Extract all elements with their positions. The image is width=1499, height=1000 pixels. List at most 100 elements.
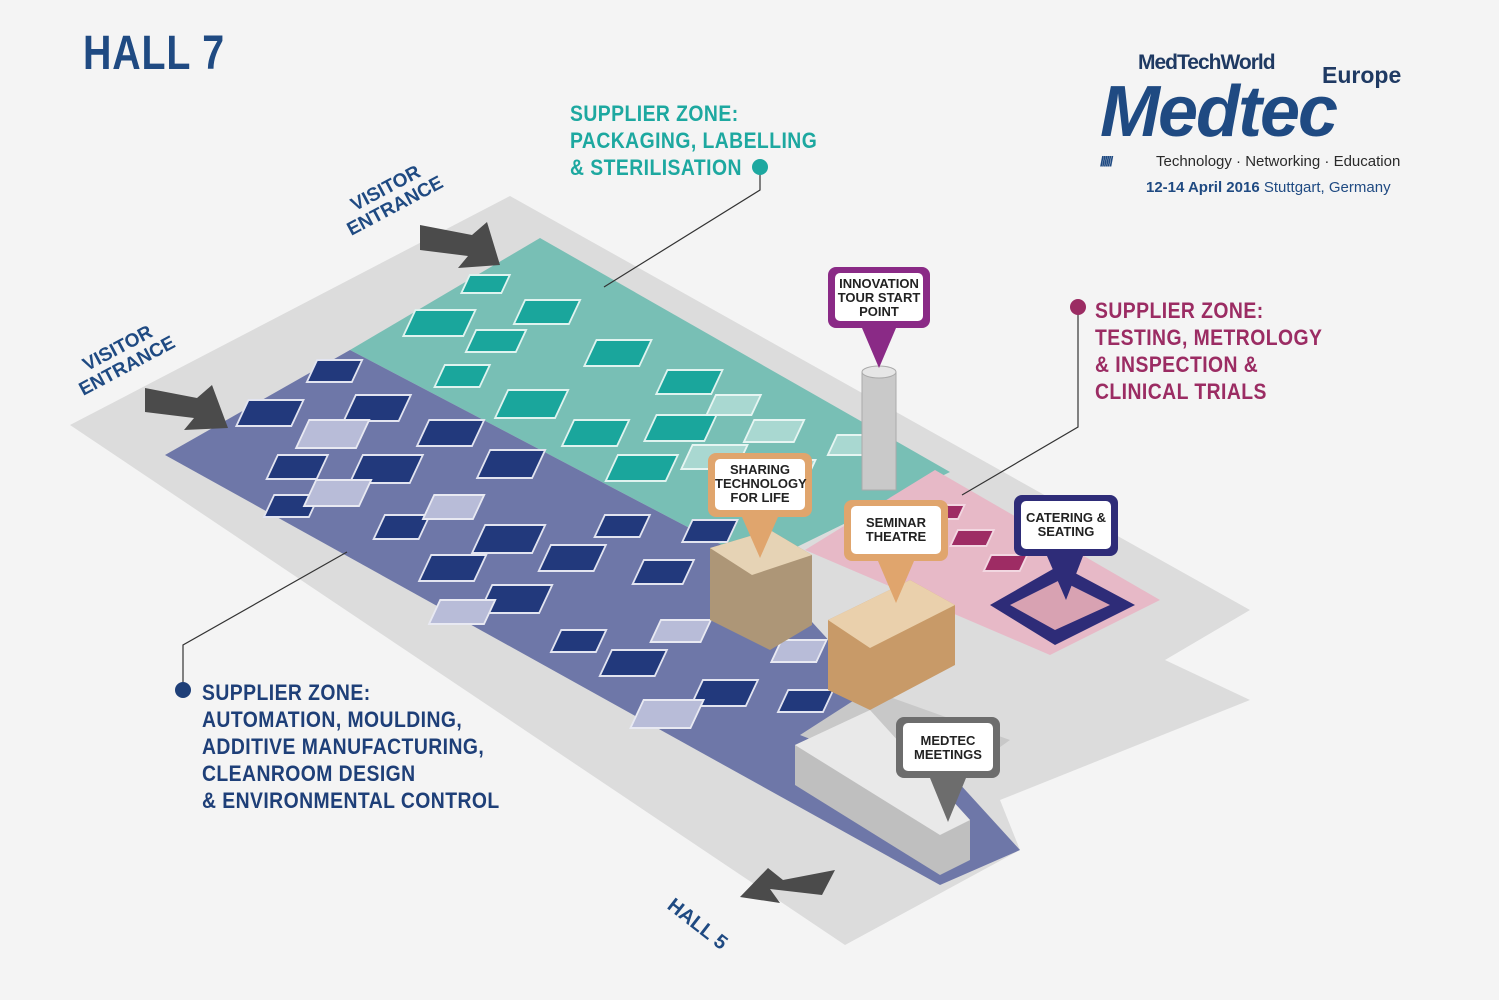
zone-line: ADDITIVE MANUFACTURING, bbox=[202, 734, 485, 759]
catering-seating-inner bbox=[1010, 580, 1110, 630]
leader-packaging bbox=[603, 168, 761, 288]
zone-line: SUPPLIER ZONE: bbox=[202, 680, 371, 705]
zone-line: CLINICAL TRIALS bbox=[1095, 379, 1267, 404]
callout-line: SEATING bbox=[1037, 524, 1095, 539]
zone-line: & STERILISATION bbox=[570, 155, 742, 180]
booth bbox=[537, 544, 608, 572]
zone-label-testing: SUPPLIER ZONE: TESTING, METROLOGY & INSP… bbox=[1095, 297, 1322, 405]
callout-catering: CATERING & SEATING bbox=[1021, 511, 1111, 539]
booth bbox=[470, 524, 547, 554]
booth bbox=[421, 494, 486, 520]
logo-name: Medtec bbox=[1100, 72, 1338, 152]
booth bbox=[549, 629, 608, 653]
booth bbox=[433, 364, 492, 388]
zone-line: SUPPLIER ZONE: bbox=[1095, 298, 1264, 323]
arrow-left-entrance bbox=[145, 385, 228, 430]
logo-tagline: Technology · Networking · Education bbox=[1156, 153, 1401, 170]
leader-automation bbox=[182, 551, 348, 690]
booth bbox=[705, 394, 763, 416]
booth bbox=[680, 519, 739, 543]
booth bbox=[982, 554, 1029, 572]
booth bbox=[372, 514, 432, 540]
booth bbox=[649, 619, 713, 643]
booth bbox=[265, 454, 330, 480]
arrow-hall5 bbox=[740, 868, 835, 903]
pin-meetings bbox=[896, 717, 1000, 822]
booth bbox=[948, 529, 996, 547]
pin-innovation bbox=[828, 267, 930, 368]
callout-seminar: SEMINAR THEATRE bbox=[851, 516, 941, 544]
dot-packaging bbox=[752, 159, 768, 175]
logo-date: 12-14 April 2016 Stuttgart, Germany bbox=[1146, 180, 1391, 195]
booth bbox=[631, 559, 696, 585]
booth bbox=[629, 699, 706, 729]
booth bbox=[654, 369, 724, 395]
callout-line: CATERING & bbox=[1026, 510, 1106, 525]
callout-line: INNOVATION bbox=[839, 276, 919, 291]
dot-testing bbox=[1070, 299, 1086, 315]
dot-automation bbox=[175, 682, 191, 698]
booth bbox=[417, 554, 488, 582]
pin-seminar bbox=[844, 500, 948, 603]
zone-label-automation: SUPPLIER ZONE: AUTOMATION, MOULDING, ADD… bbox=[202, 679, 500, 814]
booth bbox=[769, 639, 829, 663]
booth bbox=[305, 359, 364, 383]
booth bbox=[560, 419, 631, 447]
zone-line: PACKAGING, LABELLING bbox=[570, 128, 818, 153]
event-location: Stuttgart, Germany bbox=[1263, 179, 1391, 196]
callout-line: TECHNOLOGY bbox=[715, 476, 807, 491]
zone-line: CLEANROOM DESIGN bbox=[202, 761, 416, 786]
booth bbox=[302, 479, 373, 507]
zone-line: AUTOMATION, MOULDING, bbox=[202, 707, 463, 732]
booth bbox=[593, 514, 652, 538]
event-dates: 12-14 April 2016 bbox=[1146, 179, 1260, 196]
packaging-booths bbox=[401, 274, 724, 482]
zone-line: & ENVIRONMENTAL CONTROL bbox=[202, 788, 500, 813]
zone-label-packaging: SUPPLIER ZONE: PACKAGING, LABELLING & ST… bbox=[570, 100, 817, 181]
pin-catering bbox=[1014, 495, 1118, 600]
booth bbox=[464, 329, 528, 353]
callout-line: MEETINGS bbox=[914, 747, 982, 762]
booth bbox=[401, 309, 477, 337]
arrow-top-entrance bbox=[420, 222, 500, 268]
booth bbox=[459, 274, 512, 294]
booth bbox=[427, 599, 497, 625]
automation-booths-light bbox=[294, 419, 829, 729]
booth bbox=[776, 689, 835, 713]
callout-line: SEMINAR bbox=[866, 515, 926, 530]
callout-line: SHARING bbox=[730, 462, 790, 477]
callout-innovation: INNOVATION TOUR START POINT bbox=[835, 277, 923, 319]
booth bbox=[582, 339, 653, 367]
callout-line: THEATRE bbox=[865, 529, 927, 544]
callout-line: MEDTEC bbox=[920, 733, 976, 748]
booth bbox=[348, 454, 425, 484]
booth bbox=[598, 649, 669, 677]
booth bbox=[493, 389, 570, 419]
page-title: HALL 7 bbox=[83, 27, 225, 80]
logo-brand-top: MedTechWorld bbox=[1138, 51, 1276, 74]
booth bbox=[604, 454, 680, 482]
callout-meetings: MEDTEC MEETINGS bbox=[903, 734, 993, 762]
callout-line: POINT bbox=[859, 304, 899, 319]
booth bbox=[234, 399, 305, 427]
automation-booths bbox=[234, 359, 835, 713]
zone-line: SUPPLIER ZONE: bbox=[570, 101, 739, 126]
callout-line: FOR LIFE bbox=[730, 490, 790, 505]
callout-sharing: SHARING TECHNOLOGY FOR LIFE bbox=[715, 462, 807, 505]
leader-testing bbox=[961, 308, 1079, 496]
booth bbox=[742, 419, 806, 443]
logo-slashes: ////// bbox=[1100, 153, 1113, 169]
booth bbox=[342, 394, 413, 422]
booth bbox=[512, 299, 582, 325]
innovation-tower bbox=[861, 371, 897, 491]
booth bbox=[415, 419, 486, 447]
booth bbox=[475, 449, 547, 479]
meetings-structure-top bbox=[795, 710, 970, 835]
medtec-logo: MedTechWorld Europe Medtec ////// Techno… bbox=[1100, 48, 1420, 208]
callout-line: TOUR START bbox=[837, 290, 921, 305]
booth bbox=[642, 414, 718, 442]
pin-sharing bbox=[708, 453, 812, 558]
booth bbox=[294, 419, 371, 449]
zone-line: & INSPECTION & bbox=[1095, 352, 1259, 377]
